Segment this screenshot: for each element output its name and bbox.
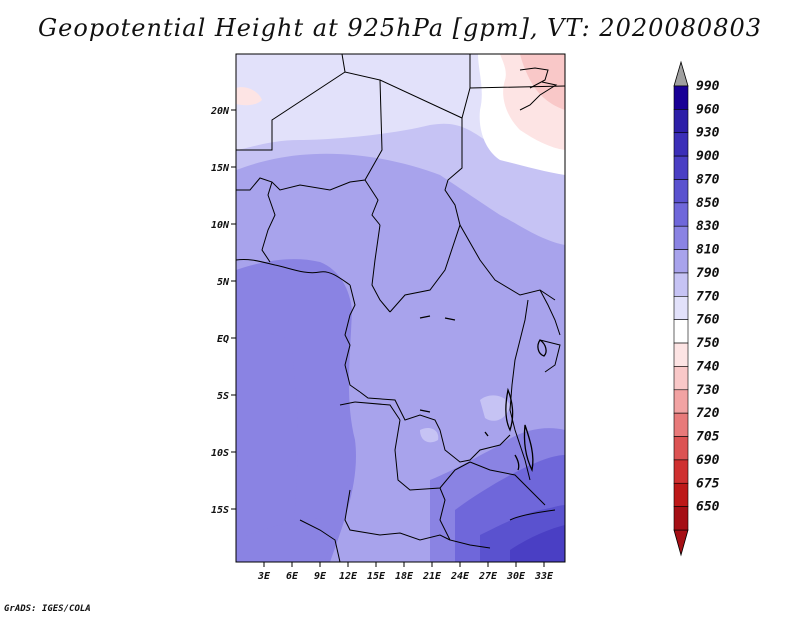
colorbar-label: 650 bbox=[696, 500, 720, 515]
colorbar-label: 760 bbox=[696, 313, 720, 328]
lat-tick: 15N bbox=[211, 163, 230, 174]
colorbar-cell bbox=[673, 342, 689, 367]
lat-tick: 10N bbox=[211, 220, 230, 231]
colorbar-label: 770 bbox=[696, 289, 720, 304]
political-boundaries bbox=[236, 54, 565, 562]
colorbar-cell bbox=[673, 459, 689, 484]
colorbar-label: 720 bbox=[696, 406, 720, 421]
colorbar-cell bbox=[673, 296, 689, 320]
colorbar-label: 675 bbox=[696, 476, 720, 491]
colorbar-label: 850 bbox=[696, 196, 720, 211]
lon-tick: 3E bbox=[257, 571, 271, 582]
colorbar-cell bbox=[673, 482, 689, 507]
colorbar-label: 790 bbox=[696, 266, 720, 281]
colorbar-cell bbox=[673, 506, 689, 531]
map-frame bbox=[235, 53, 566, 563]
colorbar-cell bbox=[673, 132, 689, 157]
colorbar-cell bbox=[673, 202, 689, 227]
lon-tick: 30E bbox=[506, 571, 526, 582]
colorbar-label: 810 bbox=[696, 243, 720, 258]
lon-tick: 12E bbox=[339, 571, 358, 582]
colorbar-cell bbox=[673, 366, 689, 391]
colorbar-top-arrow bbox=[673, 60, 689, 87]
lat-axis: 20N 15N 10N 5N EQ 5S 10S 15S bbox=[210, 106, 236, 516]
lon-axis: 3E 6E 9E 12E 15E 18E 21E 24E 27E 30E 33E bbox=[257, 562, 554, 582]
lat-tick: 20N bbox=[210, 106, 230, 117]
lon-tick: 15E bbox=[367, 571, 386, 582]
lat-tick: 5N bbox=[217, 277, 230, 288]
colorbar-label: 740 bbox=[696, 359, 720, 374]
lon-tick: 21E bbox=[422, 571, 442, 582]
colorbar-label: 870 bbox=[696, 172, 720, 187]
colorbar: 990 960 930 900 870 850 830 810 790 770 760 750 740 7… bbox=[673, 60, 720, 557]
colorbar-label: 900 bbox=[696, 149, 720, 164]
colorbar-cell bbox=[673, 389, 689, 414]
grads-credit: GrADS: IGES/COLA bbox=[4, 604, 91, 614]
colorbar-cell bbox=[673, 225, 689, 250]
colorbar-label: 730 bbox=[696, 383, 720, 398]
colorbar-cell bbox=[673, 249, 689, 274]
colorbar-cell bbox=[673, 436, 689, 461]
colorbar-label: 960 bbox=[696, 102, 720, 117]
lon-tick: 24E bbox=[450, 571, 470, 582]
lat-tick: 15S bbox=[211, 505, 229, 516]
lon-tick: 27E bbox=[478, 571, 498, 582]
colorbar-label: 690 bbox=[696, 453, 720, 468]
colorbar-cell bbox=[673, 412, 689, 437]
colorbar-cell bbox=[673, 155, 689, 180]
lon-tick: 6E bbox=[286, 571, 299, 582]
map-title: Geopotential Height at 925hPa [gpm], VT:… bbox=[38, 14, 762, 42]
colorbar-label: 750 bbox=[696, 336, 720, 351]
lon-tick: 9E bbox=[314, 571, 327, 582]
colorbar-cell bbox=[673, 272, 689, 297]
lat-tick: 5S bbox=[217, 391, 229, 402]
lon-tick: 33E bbox=[534, 571, 554, 582]
colorbar-label: 705 bbox=[696, 430, 720, 445]
lat-tick: 10S bbox=[211, 448, 229, 459]
geopotential-field bbox=[236, 54, 565, 562]
colorbar-cell bbox=[673, 319, 689, 344]
lon-tick: 18E bbox=[395, 571, 414, 582]
colorbar-cell bbox=[673, 109, 689, 134]
colorbar-label: 830 bbox=[696, 219, 720, 234]
lakes bbox=[419, 315, 547, 472]
colorbar-cell bbox=[673, 85, 689, 110]
colorbar-label: 990 bbox=[696, 79, 720, 94]
colorbar-label: 930 bbox=[696, 126, 720, 141]
colorbar-bottom-arrow bbox=[673, 529, 689, 557]
lat-tick: EQ bbox=[217, 334, 229, 345]
colorbar-cell bbox=[673, 179, 689, 204]
